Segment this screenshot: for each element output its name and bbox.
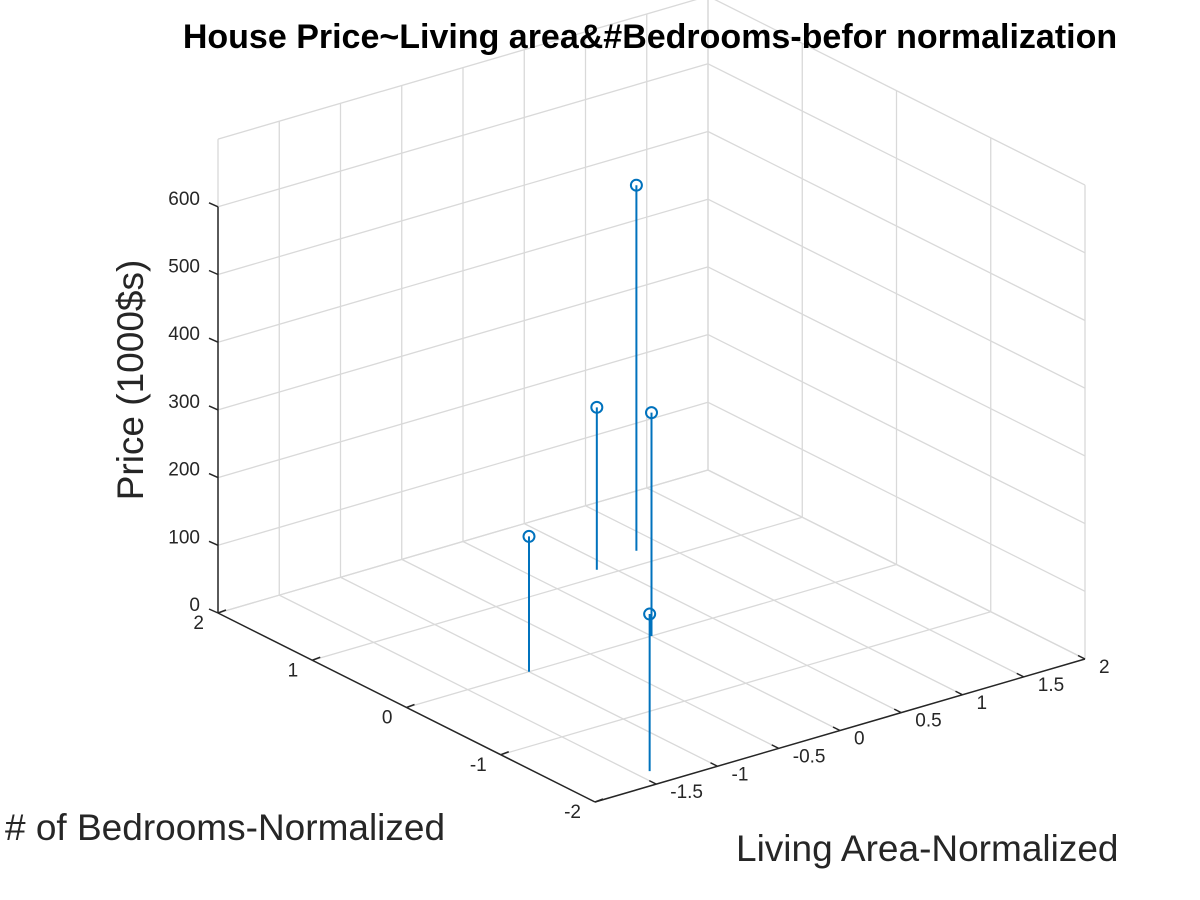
z-tick-label: 0 [189, 595, 200, 616]
z-tick-mark [208, 269, 219, 276]
y-tick-label: 0 [382, 708, 393, 729]
grid-line [707, 198, 1086, 389]
x-tick-mark [955, 690, 963, 696]
z-tick-mark [208, 540, 219, 546]
x-tick-mark [1016, 672, 1025, 678]
grid-line [707, 469, 1086, 660]
grid-line [707, 130, 1086, 322]
data-point [643, 607, 657, 621]
data-point [629, 178, 643, 192]
y-tick-label: -1 [470, 755, 487, 776]
data-point [522, 529, 536, 543]
grid-line [217, 333, 709, 479]
y-tick-label: 1 [288, 660, 299, 681]
z-tick-label: 300 [168, 392, 200, 413]
x-tick-mark [832, 726, 841, 732]
z-tick-mark [208, 608, 219, 614]
data-stems [522, 178, 658, 772]
grid-line [312, 516, 803, 661]
x-tick-label: -1 [732, 764, 749, 785]
y-tick-mark [217, 609, 227, 614]
z-tick-mark [208, 472, 219, 479]
data-point [645, 406, 658, 420]
z-tick-mark [208, 202, 219, 208]
y-tick-mark [594, 798, 604, 803]
z-axis-label: Price (1000$s) [110, 260, 151, 501]
grid-line [217, 63, 709, 208]
x-tick-mark [1077, 654, 1086, 660]
grid-line [217, 198, 709, 343]
tick-labels: -1.5-1-0.500.511.52-2-101201002003004005… [168, 189, 1109, 823]
grid-line [707, 401, 1086, 592]
x-tick-label: -0.5 [793, 746, 826, 767]
grid-line [217, 0, 697, 140]
y-tick-mark [311, 656, 321, 661]
x-tick-mark [710, 762, 718, 767]
grid-line [707, 266, 1086, 457]
y-axis-label: # of Bedrooms-Normalized [5, 807, 445, 848]
grid-line [217, 401, 709, 546]
x-tick-label: 0 [854, 729, 865, 750]
y-tick-mark [406, 703, 415, 709]
x-tick-label: 1.5 [1038, 675, 1064, 696]
x-tick-mark [648, 779, 657, 785]
grid-line [217, 130, 709, 276]
grid-line [217, 469, 709, 614]
x-tick-mark [771, 744, 780, 750]
grid-line [714, 0, 1086, 186]
grid-line [707, 334, 1086, 525]
z-tick-mark [208, 337, 219, 343]
z-tick-label: 100 [168, 527, 200, 548]
z-tick-label: 200 [168, 460, 200, 481]
x-axis-label: Living Area-Normalized [736, 828, 1119, 869]
x-tick-label: 1 [977, 693, 988, 714]
x-tick-label: 2 [1099, 657, 1110, 678]
grid-lines [217, 0, 1086, 803]
y-tick-label: -2 [564, 802, 581, 823]
z-tick-label: 600 [168, 189, 200, 210]
grid-line [500, 611, 991, 756]
chart-title: House Price~Living area&#Bedrooms-befor … [183, 18, 1117, 56]
y-tick-label: 2 [193, 613, 204, 634]
data-point [590, 400, 604, 414]
x-tick-label: 0.5 [915, 711, 941, 732]
x-tick-mark [893, 708, 902, 714]
z-tick-mark [208, 405, 219, 411]
z-tick-label: 500 [168, 257, 200, 278]
x-tick-label: -1.5 [670, 782, 703, 803]
grid-line [217, 266, 709, 411]
grid-line [707, 63, 1086, 254]
y-tick-mark [500, 751, 510, 756]
z-tick-label: 400 [168, 324, 200, 345]
